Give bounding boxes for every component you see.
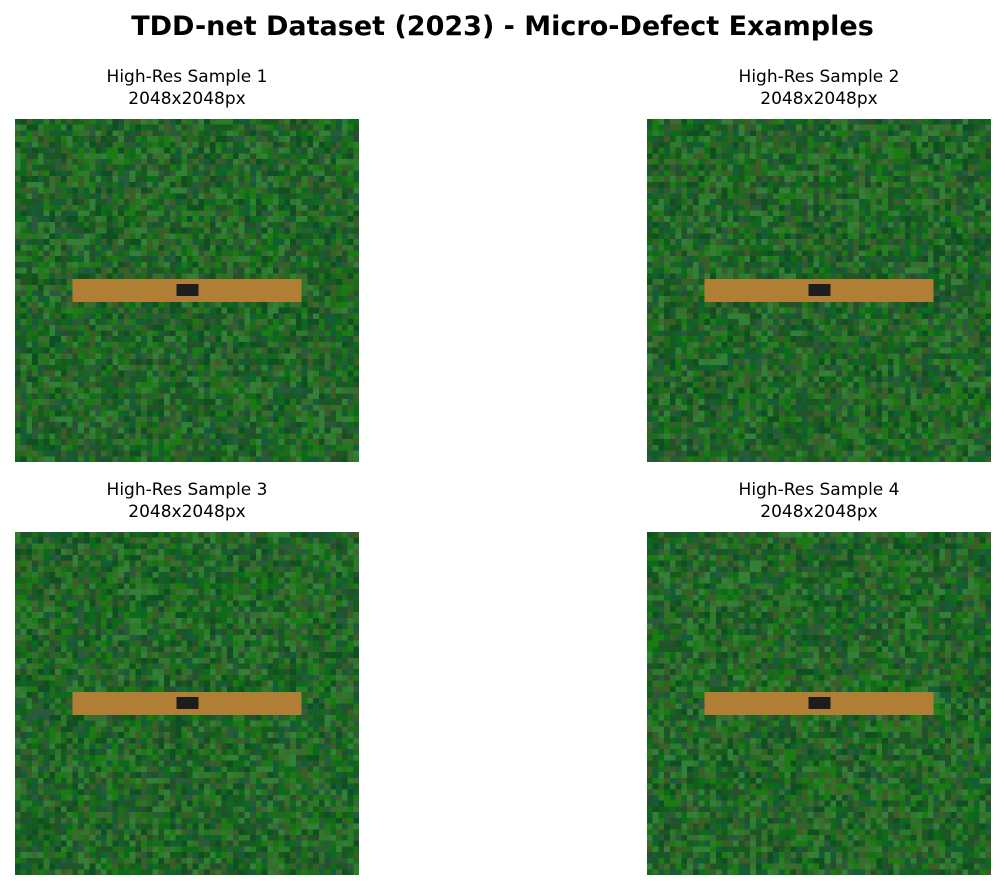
sample-panel-1: High-Res Sample 1 2048x2048px [15,66,359,462]
sample-image-4 [647,532,991,875]
sample-title: High-Res Sample 3 2048x2048px [15,479,359,523]
sample-resolution: 2048x2048px [760,502,878,522]
micro-defect [808,284,831,297]
micro-defect [176,697,199,710]
sample-title: High-Res Sample 1 2048x2048px [15,66,359,110]
sample-resolution: 2048x2048px [760,89,878,109]
sample-image-3 [15,532,359,875]
micro-defect [808,697,831,710]
sample-title: High-Res Sample 2 2048x2048px [647,66,991,110]
sample-image-1 [15,119,359,462]
sample-panel-4: High-Res Sample 4 2048x2048px [647,479,991,875]
sample-panel-2: High-Res Sample 2 2048x2048px [647,66,991,462]
sample-name: High-Res Sample 2 [738,67,900,87]
sample-resolution: 2048x2048px [128,502,246,522]
sample-name: High-Res Sample 1 [106,67,268,87]
sample-name: High-Res Sample 4 [738,480,900,500]
sample-name: High-Res Sample 3 [106,480,268,500]
sample-image-2 [647,119,991,462]
sample-panel-3: High-Res Sample 3 2048x2048px [15,479,359,875]
figure-title: TDD-net Dataset (2023) - Micro-Defect Ex… [131,11,874,42]
sample-title: High-Res Sample 4 2048x2048px [647,479,991,523]
micro-defect [176,284,199,297]
sample-resolution: 2048x2048px [128,89,246,109]
